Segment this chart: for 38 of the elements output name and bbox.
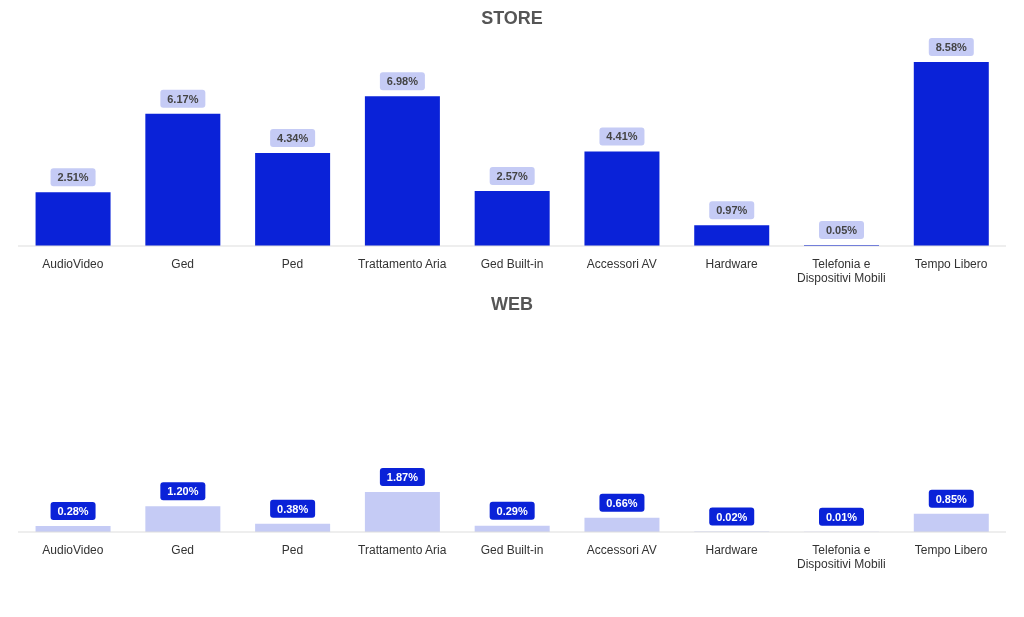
x-tick-label: Accessori AV xyxy=(586,257,657,271)
x-tick-label: Trattamento Aria xyxy=(358,543,447,557)
x-tick-label: Ged Built-in xyxy=(480,543,544,557)
data-label: 0.05% xyxy=(825,223,858,236)
chart-title: WEB xyxy=(490,294,534,316)
data-label: 0.28% xyxy=(57,505,89,517)
x-tick-label: Ged xyxy=(171,543,195,557)
data-label: 8.58% xyxy=(935,41,968,53)
data-label: 0.97% xyxy=(716,204,748,217)
x-tick-label: AudioVideo xyxy=(42,257,104,271)
x-tick-label: Tempo Libero xyxy=(914,257,988,271)
data-label: 0.01% xyxy=(825,510,858,523)
x-tick-label: Telefonia e Dispositivi Mobili xyxy=(796,543,886,571)
data-label: 0.85% xyxy=(935,492,968,505)
x-tick-label: Hardware xyxy=(705,257,758,271)
data-label: 0.66% xyxy=(606,496,638,509)
x-tick-label: Tempo Libero xyxy=(914,543,988,557)
data-label: 0.02% xyxy=(716,510,748,523)
x-tick-label: Accessori AV xyxy=(586,543,657,557)
data-label: 0.38% xyxy=(277,502,309,515)
x-tick-label: Telefonia e Dispositivi Mobili xyxy=(796,257,886,285)
data-label: 1.87% xyxy=(386,470,419,483)
x-tick-label: Ped xyxy=(281,543,304,557)
x-tick-label: Trattamento Aria xyxy=(358,257,447,271)
data-label: 4.41% xyxy=(606,130,638,143)
x-tick-label: Ged Built-in xyxy=(480,257,544,271)
x-tick-label: AudioVideo xyxy=(42,543,104,557)
chart-title: STORE xyxy=(480,8,544,30)
data-label: 1.20% xyxy=(167,485,199,498)
x-tick-label: Ged xyxy=(171,257,195,271)
x-tick-label: Hardware xyxy=(705,543,758,557)
data-label: 0.29% xyxy=(496,504,528,517)
x-tick-label: Ped xyxy=(281,257,304,271)
data-label: 2.57% xyxy=(496,169,528,182)
data-label: 6.17% xyxy=(167,92,199,105)
data-label: 6.98% xyxy=(386,75,419,88)
data-label: 2.51% xyxy=(57,171,89,184)
data-label: 4.34% xyxy=(277,131,309,144)
